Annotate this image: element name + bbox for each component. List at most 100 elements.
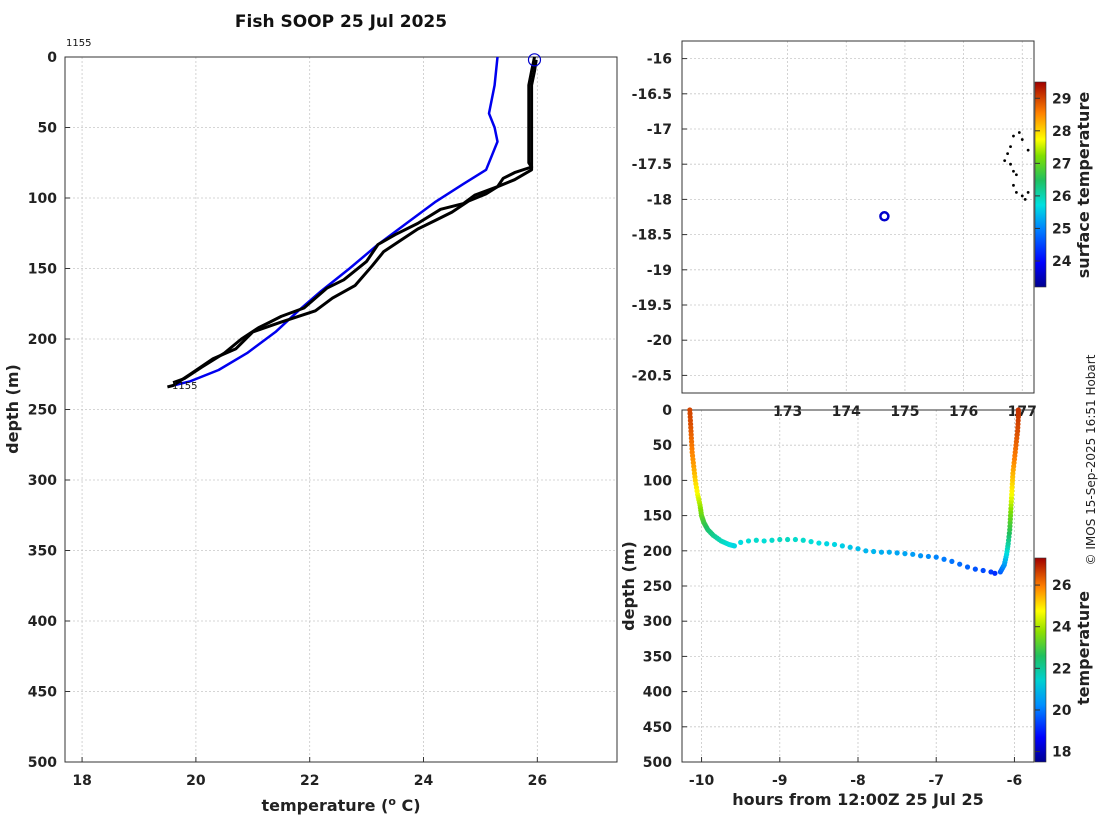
map-y-tick-label: -19.5	[632, 298, 672, 314]
profile-y-tick-label: 0	[47, 50, 57, 66]
track-point	[992, 570, 998, 576]
track-point	[831, 541, 838, 548]
track-point	[761, 538, 767, 544]
profile-line-observed-upper	[172, 56, 536, 385]
surface-temp-colorbar: 24 25 26 27 28 29 surface temperature	[1034, 81, 1093, 288]
surface-temp-colorbar-bar	[1034, 81, 1047, 288]
track-point	[863, 548, 869, 554]
profile-y-label: depth (m)	[3, 364, 22, 454]
profile-line-observed-lower	[167, 59, 538, 389]
profile-y-tick-label: 350	[28, 544, 57, 560]
map-points	[879, 131, 1030, 222]
map-x-tick-label: 175	[890, 404, 919, 420]
track-point	[792, 536, 799, 543]
track-point	[871, 548, 877, 555]
coast-dot	[1020, 138, 1024, 141]
surface-temp-colorbar-tick-label: 25	[1052, 221, 1071, 237]
map-y-tick-label: -16	[647, 52, 672, 68]
surface-temp-colorbar-tick-label: 28	[1052, 124, 1071, 140]
map-y-tick-label: -20	[647, 333, 673, 349]
profile-y-tick-label: 450	[28, 685, 57, 701]
track-x-tick-label: -10	[689, 773, 715, 789]
track-panel: 0 50 100 150 200 250 300 350 400 450 500 -10 -9 -8 -7…	[619, 403, 1035, 809]
coast-dot	[1009, 162, 1012, 166]
track-x-tick-label: -6	[1007, 773, 1023, 789]
map-y-tick-label: -18	[647, 192, 672, 208]
track-point	[816, 540, 822, 546]
track-point	[972, 566, 978, 572]
coast-dot	[1012, 134, 1015, 138]
track-point	[777, 536, 783, 543]
coast-dot	[1003, 159, 1007, 163]
track-points	[687, 407, 1021, 576]
temp-colorbar-tick-label: 20	[1052, 703, 1072, 719]
track-y-tick-label: 350	[643, 649, 672, 665]
profile-id-top: 1155	[66, 38, 91, 49]
track-y-tick-label: 450	[643, 720, 672, 736]
track-point	[769, 537, 775, 543]
station-marker	[879, 211, 890, 222]
track-point	[949, 558, 955, 564]
track-point	[988, 569, 994, 575]
track-point	[902, 551, 908, 557]
surface-temp-colorbar-tick-label: 24	[1052, 254, 1072, 270]
profile-x-tick-label: 24	[414, 773, 434, 789]
map-y-tick-label: -17	[647, 122, 672, 138]
profile-surface-marker	[527, 53, 542, 67]
temp-colorbar-tick-label: 24	[1052, 620, 1072, 636]
profile-x-label: temperature (o C)	[261, 795, 420, 815]
surface-temp-colorbar-tick-label: 27	[1052, 156, 1071, 172]
track-point	[980, 567, 986, 574]
track-point	[910, 551, 916, 557]
profile-x-label-sup: o	[388, 795, 396, 808]
profile-grid	[65, 56, 617, 763]
track-point	[808, 539, 814, 545]
track-point	[800, 537, 806, 543]
track-point	[894, 550, 900, 556]
profile-y-tick-label: 200	[28, 332, 57, 348]
profile-y-tick-label: 400	[28, 614, 57, 630]
map-y-tick-label: -19	[647, 263, 672, 279]
track-x-label: hours from 12:00Z 25 Jul 25	[732, 790, 983, 809]
track-grid	[682, 409, 1034, 763]
map-x-tick-label: 174	[832, 404, 861, 420]
track-point	[941, 556, 947, 562]
track-y-tick-label: 50	[653, 438, 673, 454]
track-point	[855, 546, 861, 552]
profile-y-ticks: 0 50 100 150 200 250 300 350 400 450 500	[28, 50, 70, 771]
chart-title: Fish SOOP 25 Jul 2025	[235, 12, 447, 32]
map-x-ticks: 173 174 175 176 177	[773, 404, 1037, 420]
profile-panel: 18 20 22 24 26 0 50 100 150 200 250 300 350 400 450 50…	[3, 12, 618, 815]
track-point	[917, 553, 924, 559]
track-y-tick-label: 150	[643, 509, 672, 525]
track-point	[731, 543, 738, 549]
temp-colorbar-bar	[1034, 557, 1047, 763]
profile-id-bottom: 1155	[172, 381, 197, 392]
track-y-tick-label: 400	[643, 685, 672, 701]
coast-dot	[1026, 148, 1030, 152]
profile-y-tick-label: 100	[28, 191, 57, 207]
coast-dot	[1020, 194, 1024, 198]
track-point	[745, 538, 752, 544]
profile-x-tick-label: 20	[186, 773, 206, 789]
coast-dot	[1012, 169, 1015, 173]
profile-x-tick-label: 18	[72, 773, 91, 789]
coast-dot	[1012, 183, 1015, 187]
track-y-tick-label: 300	[643, 614, 672, 630]
map-frame	[681, 40, 1035, 394]
profile-y-tick-label: 500	[28, 755, 57, 771]
surface-temp-colorbar-ticks: 24 25 26 27 28 29	[1035, 91, 1072, 270]
track-point	[957, 561, 963, 567]
coast-dot	[1026, 190, 1030, 194]
track-y-tick-label: 100	[643, 473, 672, 489]
track-point	[886, 549, 892, 555]
temp-colorbar-tick-label: 22	[1052, 661, 1071, 677]
track-y-tick-label: 500	[643, 755, 672, 771]
profile-y-tick-label: 150	[28, 262, 57, 278]
credit-text: © IMOS 15-Sep-2025 16:51 Hobart	[1084, 354, 1098, 565]
map-x-tick-label: 173	[773, 404, 802, 420]
surface-temp-colorbar-tick-label: 26	[1052, 189, 1071, 205]
temp-colorbar-tick-label: 26	[1052, 578, 1071, 594]
track-point	[847, 544, 853, 550]
